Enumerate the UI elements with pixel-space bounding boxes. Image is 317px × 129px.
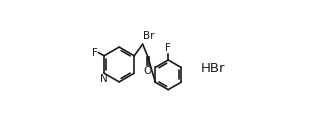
Text: HBr: HBr	[201, 62, 226, 75]
Text: Br: Br	[143, 31, 155, 41]
Text: O: O	[144, 66, 152, 76]
Text: F: F	[165, 43, 171, 53]
Text: N: N	[100, 75, 107, 84]
Text: F: F	[92, 48, 98, 58]
